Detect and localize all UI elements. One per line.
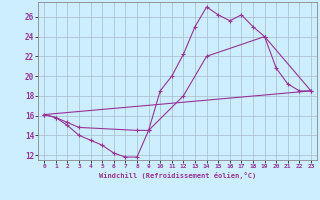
X-axis label: Windchill (Refroidissement éolien,°C): Windchill (Refroidissement éolien,°C): [99, 172, 256, 179]
